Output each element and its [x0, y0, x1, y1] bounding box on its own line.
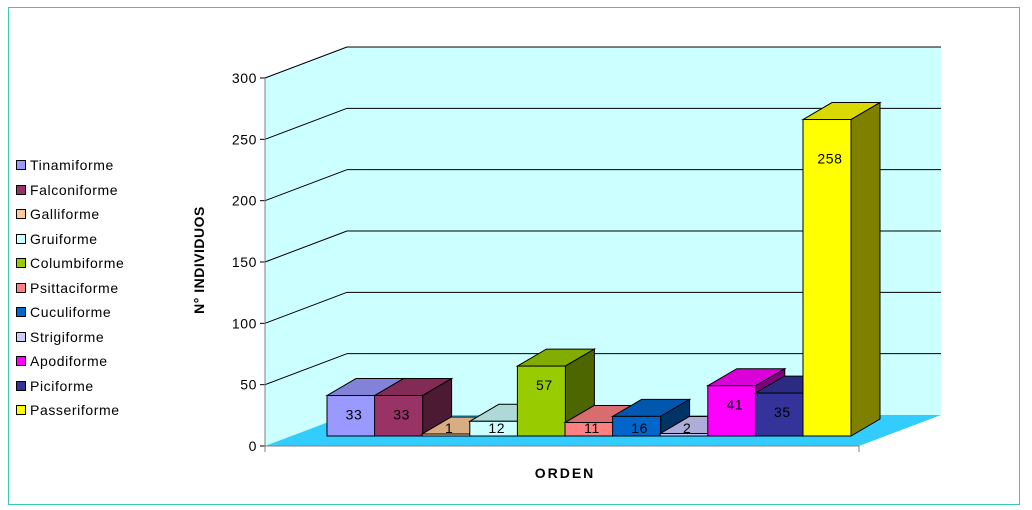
gridline: [264, 353, 348, 386]
legend-swatch: [16, 356, 26, 367]
data-label: 16: [631, 420, 648, 436]
legend-label: Psittaciforme: [30, 279, 119, 296]
data-label: 12: [488, 420, 505, 436]
legend-swatch: [16, 233, 26, 244]
legend-item: Cuculiforme: [16, 300, 124, 325]
x-axis-label: ORDEN: [534, 465, 596, 481]
y-tick-label: 250: [232, 131, 257, 147]
legend-label: Passeriforme: [30, 402, 120, 419]
legend-item: Piciforme: [16, 374, 124, 399]
y-tick-label: 50: [240, 377, 257, 393]
data-label: 33: [393, 407, 410, 423]
legend-item: Galliforme: [16, 202, 124, 227]
legend-item: Falconiforme: [16, 178, 124, 203]
gridline: [264, 46, 348, 79]
bar-columbiforme: [515, 348, 597, 437]
data-label: 41: [726, 397, 743, 413]
legend-swatch: [16, 331, 26, 342]
legend-swatch: [16, 307, 26, 318]
data-label: 33: [346, 407, 363, 423]
legend-label: Tinamiforme: [30, 157, 114, 174]
y-tick-label: 200: [232, 193, 257, 209]
legend-swatch: [16, 209, 26, 220]
gridline: [264, 230, 348, 263]
legend-label: Falconiforme: [30, 181, 119, 198]
legend-swatch: [16, 282, 26, 293]
legend-swatch: [16, 258, 26, 269]
data-label: 2: [683, 420, 691, 436]
data-label: 11: [584, 420, 600, 436]
legend-item: Gruiforme: [16, 227, 124, 252]
gridline: [264, 291, 348, 324]
legend-item: Passeriforme: [16, 398, 124, 423]
bar-passeriforme: [801, 101, 882, 437]
legend-label: Apodiforme: [30, 353, 108, 370]
y-axis-label: N° INDIVIDUOS: [191, 206, 207, 314]
legend-item: Tinamiforme: [16, 153, 124, 178]
legend-swatch: [16, 160, 26, 171]
legend-label: Piciforme: [30, 377, 94, 394]
legend-item: Apodiforme: [16, 349, 124, 374]
legend-label: Columbiforme: [30, 255, 125, 272]
y-tick-label: 0: [249, 438, 257, 454]
legend-label: Strigiforme: [30, 328, 105, 345]
data-label: 35: [774, 404, 791, 420]
y-tick-label: 300: [232, 70, 257, 86]
gridline: [264, 107, 348, 140]
y-tick-label: 100: [232, 315, 257, 331]
bar-cuculiforme: [610, 398, 692, 437]
legend-swatch: [16, 380, 26, 391]
legend-label: Gruiforme: [30, 230, 98, 247]
legend-item: Strigiforme: [16, 325, 124, 350]
legend-label: Cuculiforme: [30, 304, 112, 321]
legend-item: Psittaciforme: [16, 276, 124, 301]
legend-item: Columbiforme: [16, 251, 124, 276]
legend-swatch: [16, 184, 26, 195]
legend-swatch: [16, 405, 26, 416]
gridline: [264, 169, 348, 202]
data-label: 258: [817, 151, 842, 167]
data-label: 1: [445, 420, 453, 436]
legend-label: Galliforme: [30, 206, 100, 223]
legend: Tinamiforme Falconiforme Galliforme Gruifor…: [16, 153, 124, 423]
data-label: 57: [536, 377, 553, 393]
y-tick-label: 150: [232, 254, 257, 270]
